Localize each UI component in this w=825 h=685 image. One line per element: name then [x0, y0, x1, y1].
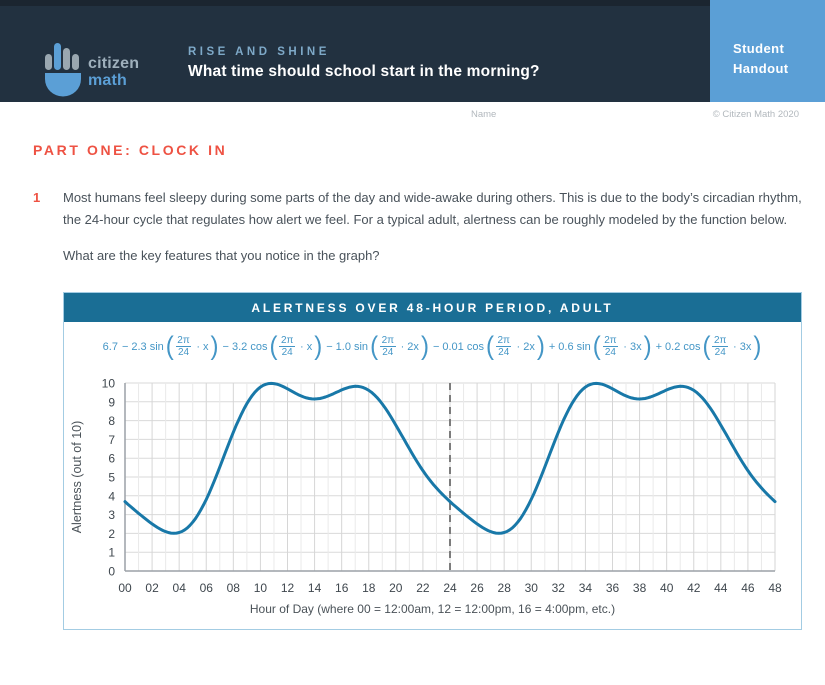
- svg-text:48: 48: [768, 581, 782, 595]
- svg-text:38: 38: [633, 581, 647, 595]
- svg-text:9: 9: [108, 395, 115, 409]
- svg-text:04: 04: [173, 581, 187, 595]
- svg-text:46: 46: [741, 581, 755, 595]
- badge-line-student: Student: [733, 41, 785, 56]
- lesson-title: What time should school start in the mor…: [188, 63, 540, 80]
- copyright-label: © Citizen Math 2020: [712, 109, 799, 120]
- svg-text:6: 6: [108, 452, 115, 466]
- formula-part: 0.01 cos: [442, 340, 484, 353]
- question-text: Most humans feel sleepy during some part…: [63, 190, 802, 228]
- y-axis-label: Alertness (out of 10): [70, 421, 84, 534]
- svg-text:3: 3: [108, 508, 115, 522]
- alertness-chart: 0 1 2 3 4 5 6 7 8 9 10 00 02 04 06 08 10 12 14 16 18 20 22 24 26…: [64, 371, 801, 601]
- svg-text:12: 12: [281, 581, 295, 595]
- svg-text:0: 0: [108, 565, 115, 579]
- formula-part: 3.2 cos: [231, 340, 268, 353]
- citizen-math-hand-logo-icon: [45, 43, 81, 97]
- svg-text:1: 1: [108, 546, 115, 560]
- formula-part: (: [370, 331, 379, 361]
- section-heading: PART ONE: CLOCK IN: [33, 142, 228, 158]
- lesson-kicker: RISE AND SHINE: [188, 46, 330, 58]
- formula-part: −: [326, 340, 333, 353]
- badge-line-handout: Handout: [733, 61, 789, 76]
- svg-text:32: 32: [552, 581, 566, 595]
- formula-part: +: [655, 340, 663, 353]
- formula-part: 6.7: [102, 340, 118, 353]
- formula-fraction: 2π 24: [380, 334, 396, 358]
- formula-fraction: 2π 24: [495, 334, 512, 358]
- formula-part: ): [210, 331, 219, 361]
- formula-part: −: [121, 340, 129, 353]
- svg-text:16: 16: [335, 581, 349, 595]
- svg-text:7: 7: [108, 433, 115, 447]
- student-handout-badge: Student Handout: [710, 0, 825, 102]
- svg-text:4: 4: [108, 489, 115, 503]
- question-number: 1: [33, 190, 41, 205]
- formula-part: ): [753, 331, 762, 361]
- svg-text:06: 06: [200, 581, 214, 595]
- formula-part: 2.3 sin: [131, 340, 164, 353]
- brand-citizen: citizen: [88, 55, 140, 72]
- svg-text:18: 18: [362, 581, 376, 595]
- svg-text:42: 42: [687, 581, 701, 595]
- formula-part: · 2x: [513, 340, 535, 353]
- svg-text:10: 10: [254, 581, 268, 595]
- svg-text:8: 8: [108, 414, 115, 428]
- question-prompt: What are the key features that you notic…: [63, 247, 380, 263]
- formula-part: · 3x: [620, 340, 642, 353]
- formula-part: · 3x: [729, 340, 752, 353]
- formula-part: −: [432, 340, 440, 353]
- brand-wordmark: citizen math: [88, 55, 139, 89]
- chart-panel: ALERTNESS OVER 48-HOUR PERIOD, ADULT 6.7…: [63, 292, 802, 630]
- formula-part: · x: [296, 340, 313, 353]
- alertness-curve: [123, 381, 777, 535]
- formula-part: +: [548, 340, 556, 353]
- formula-part: 0.2 cos: [665, 340, 701, 353]
- formula-part: −: [222, 340, 229, 353]
- svg-text:34: 34: [579, 581, 593, 595]
- formula-part: (: [592, 331, 601, 361]
- formula-part: 0.6 sin: [558, 340, 591, 353]
- svg-text:36: 36: [606, 581, 620, 595]
- svg-text:24: 24: [443, 581, 457, 595]
- svg-text:2: 2: [108, 527, 115, 541]
- formula-part: · x: [193, 340, 209, 353]
- formula-fraction: 2π 24: [279, 334, 295, 358]
- formula-part: · 2x: [397, 340, 419, 353]
- svg-text:30: 30: [525, 581, 539, 595]
- svg-text:20: 20: [389, 581, 403, 595]
- formula-part: (: [485, 331, 494, 361]
- formula-part: ): [420, 331, 429, 361]
- question-block: Most humans feel sleepy during some part…: [63, 187, 804, 267]
- alertness-formula: 6.7−2.3 sin(2π 24 · x) −3.2 cos(2π 24 · x) −…: [64, 322, 801, 371]
- svg-text:02: 02: [145, 581, 159, 595]
- name-label: Name: [471, 109, 497, 120]
- formula-part: ): [314, 331, 323, 361]
- svg-text:28: 28: [498, 581, 512, 595]
- svg-text:44: 44: [714, 581, 728, 595]
- formula-fraction: 2π 24: [175, 334, 192, 358]
- formula-fraction: 2π 24: [712, 334, 728, 358]
- svg-text:10: 10: [102, 377, 116, 391]
- formula-part: (: [702, 331, 711, 361]
- svg-text:5: 5: [108, 471, 115, 485]
- svg-text:00: 00: [118, 581, 132, 595]
- formula-part: ): [536, 331, 545, 361]
- svg-text:14: 14: [308, 581, 322, 595]
- svg-text:22: 22: [416, 581, 430, 595]
- header-bar: citizen math RISE AND SHINE What time sh…: [0, 0, 825, 102]
- formula-part: ): [643, 331, 652, 361]
- svg-text:40: 40: [660, 581, 674, 595]
- x-axis-label: Hour of Day (where 00 = 12:00am, 12 = 12…: [249, 602, 616, 616]
- formula-part: (: [269, 331, 278, 361]
- svg-text:26: 26: [470, 581, 484, 595]
- formula-part: (: [165, 331, 174, 361]
- svg-text:08: 08: [227, 581, 241, 595]
- brand-math: math: [88, 72, 128, 89]
- formula-part: 1.0 sin: [335, 340, 369, 353]
- chart-title: ALERTNESS OVER 48-HOUR PERIOD, ADULT: [64, 293, 801, 322]
- formula-fraction: 2π 24: [602, 334, 619, 358]
